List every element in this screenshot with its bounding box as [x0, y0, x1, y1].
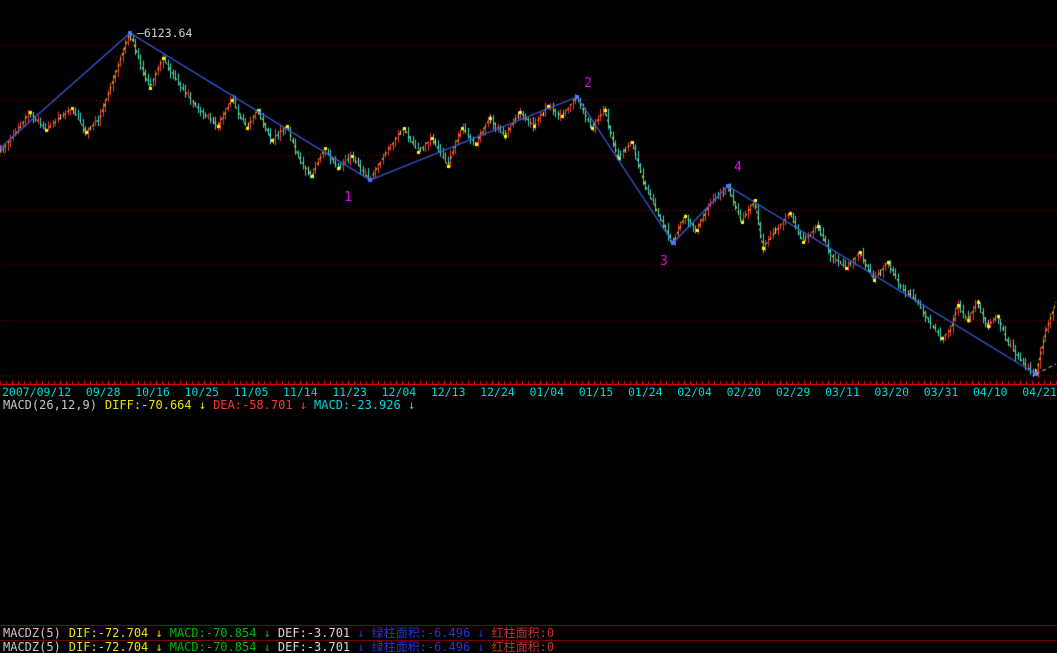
candlestick-chart-area[interactable]: —6123.64 1 2 3 4	[0, 0, 1057, 381]
macd-values: DIFF:-70.664 ↓ DEA:-58.701 ↓ MACD:-23.926 …	[105, 398, 422, 412]
x-axis-ticks	[0, 381, 1057, 385]
segment-number-label: 4	[734, 160, 742, 175]
macd-field: DEA:-58.701 ↓	[213, 398, 308, 412]
date-label: 01/04	[529, 385, 565, 399]
down-arrow-icon: ↓	[292, 398, 308, 412]
panel-separator	[0, 625, 1057, 626]
date-label: 12/04	[381, 385, 417, 399]
segment-number-label: 1	[344, 190, 352, 205]
segment-number-label: 2	[584, 76, 592, 91]
macdz-field: MACD:-70.854 ↓	[169, 626, 271, 640]
date-label: 12/13	[430, 385, 466, 399]
date-label: 02/29	[775, 385, 811, 399]
panel-separator	[0, 640, 1057, 641]
segment-number-label: 3	[660, 254, 668, 269]
down-arrow-icon: ↓	[470, 640, 485, 653]
macdz-field: DIF:-72.704 ↓	[68, 640, 163, 653]
down-arrow-icon: ↓	[148, 626, 163, 640]
macd-field: MACD:-23.926 ↓	[314, 398, 416, 412]
date-label: 04/10	[972, 385, 1008, 399]
date-label: 03/11	[825, 385, 860, 399]
macdz-field: 绿柱面积:-6.496 ↓	[371, 640, 485, 653]
date-label: 02/20	[726, 385, 762, 399]
down-arrow-icon: ↓	[350, 640, 365, 653]
macd-panel[interactable]	[0, 412, 1057, 624]
macd-field: DIFF:-70.664 ↓	[104, 398, 207, 412]
down-arrow-icon: ↓	[350, 626, 365, 640]
date-label: 09/28	[85, 385, 121, 399]
candlestick-canvas[interactable]	[0, 0, 1057, 381]
macdz-field: DEF:-3.701 ↓	[277, 626, 365, 640]
down-arrow-icon: ↓	[470, 626, 485, 640]
peak-price-label: —6123.64	[137, 26, 193, 40]
date-label: 11/05	[233, 385, 269, 399]
date-label: 01/24	[628, 385, 663, 399]
macdz-field: 绿柱面积:-6.496 ↓	[371, 626, 485, 640]
macdz-indicator-name: MACDZ(5)	[3, 626, 61, 640]
date-label: 10/25	[184, 385, 220, 399]
macdz-field: DEF:-3.701 ↓	[277, 640, 365, 653]
macdz-field: 红柱面积:0	[491, 640, 555, 653]
down-arrow-icon: ↓	[148, 640, 163, 653]
macdz-status-line-2[interactable]: MACDZ(5) DIF:-72.704 ↓ MACD:-70.854 ↓ DEF:-…	[3, 641, 561, 653]
date-label: 02/04	[677, 385, 712, 399]
down-arrow-icon: ↓	[256, 640, 271, 653]
macd-header[interactable]: MACD(26,12,9) DIFF:-70.664 ↓ DEA:-58.701 ↓…	[3, 399, 422, 412]
date-label: 04/21	[1022, 385, 1057, 399]
down-arrow-icon: ↓	[400, 398, 416, 412]
macdz-field: DIF:-72.704 ↓	[68, 626, 163, 640]
date-label: 01/15	[578, 385, 614, 399]
date-label: 11/14	[283, 385, 318, 399]
date-label: 10/16	[135, 385, 170, 399]
date-label: 2007/09/12	[2, 385, 72, 399]
date-label: 12/24	[480, 385, 515, 399]
down-arrow-icon: ↓	[256, 626, 271, 640]
x-axis-labels: 2007/09/12 09/28 10/16 10/25 11/05 11/14 11/23…	[0, 386, 1057, 399]
date-label: 03/31	[923, 385, 959, 399]
macdz-indicator-name: MACDZ(5)	[3, 640, 61, 653]
macdz-field: MACD:-70.854 ↓	[169, 640, 271, 653]
macd-indicator-name: MACD(26,12,9)	[3, 398, 97, 412]
date-label: 03/20	[874, 385, 910, 399]
down-arrow-icon: ↓	[191, 398, 207, 412]
date-label: 11/23	[332, 385, 367, 399]
macdz-status-line-1[interactable]: MACDZ(5) DIF:-72.704 ↓ MACD:-70.854 ↓ DEF:-…	[3, 627, 561, 640]
macdz-field: 红柱面积:0	[491, 626, 555, 640]
